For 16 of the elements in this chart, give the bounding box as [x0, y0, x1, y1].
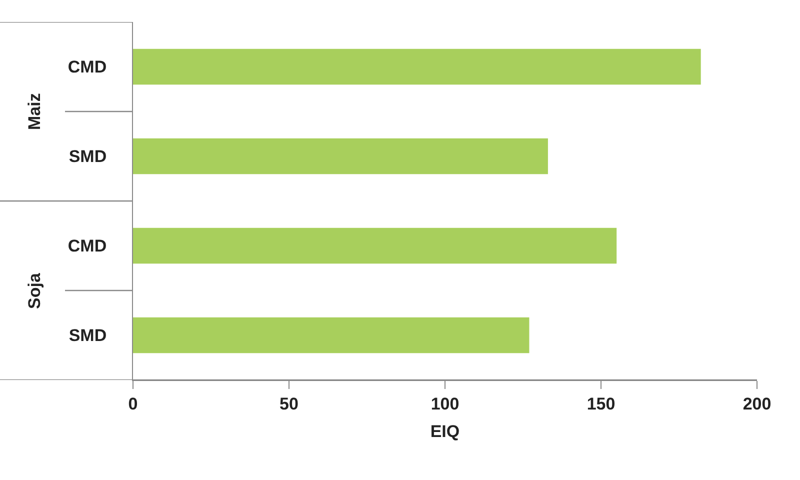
x-tick-label: 50: [280, 394, 298, 414]
bar: [133, 138, 548, 174]
x-tick-label: 0: [128, 394, 138, 414]
x-axis-title: EIQ: [430, 422, 460, 441]
text: Maiz: [25, 93, 44, 130]
y-tick-label: CMD: [68, 58, 107, 77]
x-tick-label: 150: [586, 394, 616, 414]
bar: [133, 228, 617, 264]
y-tick-label: CMD: [68, 236, 107, 256]
text: Soja: [25, 272, 44, 309]
y-tick-label: SMD: [68, 326, 107, 346]
y-tick-label: SMD: [68, 147, 107, 166]
bar: [133, 317, 530, 354]
x-tick-label: 100: [430, 394, 460, 414]
bar: [133, 48, 701, 85]
x-tick-label: 200: [742, 394, 772, 414]
